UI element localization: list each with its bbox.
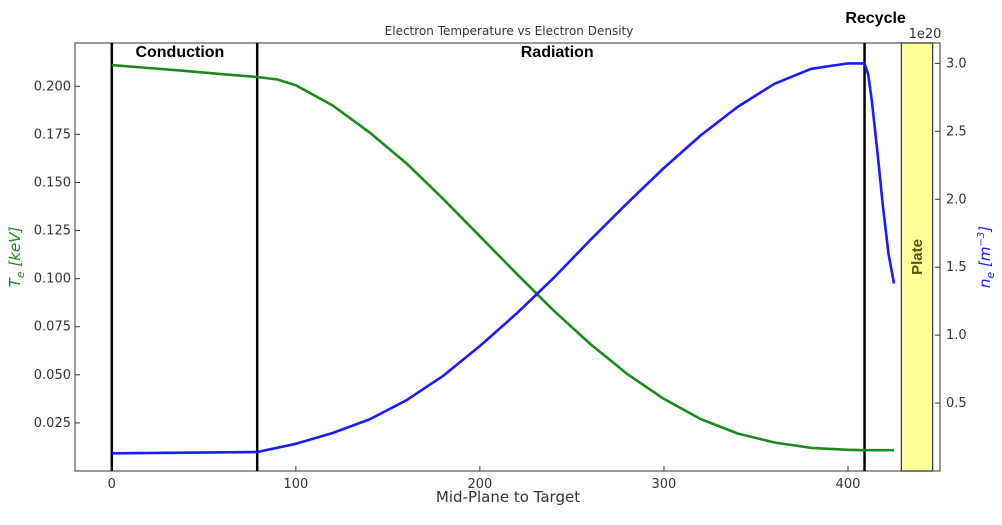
y-right-axis-title: ne [m−3]: [976, 226, 997, 288]
y-left-axis-title: Te [keV]: [6, 227, 27, 288]
region-label-conduction: Conduction: [135, 44, 224, 61]
y-left-tick-label: 0.200: [34, 79, 71, 94]
y-left-tick-label: 0.175: [34, 127, 71, 142]
y-axis-right: 0.5 1.0 1.5 2.0 2.5 3.0: [935, 56, 967, 411]
x-tick-label: 200: [467, 477, 492, 492]
y-left-label-unit: [keV]: [6, 227, 24, 267]
region-dividers: [110, 43, 866, 471]
series-te-line: [111, 63, 894, 452]
plot-area: [74, 42, 941, 472]
y-left-tick-label: 0.125: [34, 224, 71, 239]
region-label-recycle: Recycle: [845, 10, 906, 27]
y-right-offset-text: 1e20: [909, 27, 942, 42]
y-right-tick-label: 3.0: [946, 56, 967, 71]
region-label-radiation: Radiation: [521, 44, 594, 61]
plate: Plate: [900, 42, 934, 472]
plate-rect: [900, 42, 934, 472]
y-right-tick-label: 1.0: [946, 328, 967, 343]
y-right-tick-label: 0.5: [946, 396, 967, 411]
y-right-label-unit-close: ]: [976, 226, 994, 233]
x-axis-title: Mid-Plane to Target: [436, 488, 580, 506]
y-left-tick-label: 0.100: [34, 272, 71, 287]
y-right-tick-label: 2.5: [946, 124, 967, 139]
plate-label: Plate: [909, 239, 926, 275]
region-labels: Conduction Radiation Recycle: [135, 10, 905, 61]
y-left-tick-label: 0.075: [34, 320, 71, 335]
series-ne-line: [111, 62, 896, 455]
x-tick-label: 0: [108, 477, 116, 492]
y-left-label-base: T: [6, 276, 24, 287]
plot-frame: [74, 42, 941, 472]
y-right-label-sub: e: [984, 272, 997, 279]
y-right-tick-label: 1.5: [946, 260, 967, 275]
y-left-label-sub: e: [14, 271, 27, 278]
x-tick-label: 100: [283, 477, 308, 492]
chart-title: Electron Temperature vs Electron Density: [385, 24, 634, 38]
y-right-label-base: n: [976, 279, 994, 289]
y-right-tick-label: 2.0: [946, 192, 967, 207]
x-tick-label: 400: [836, 477, 861, 492]
y-left-tick-label: 0.050: [34, 368, 71, 383]
y-right-label-sup: −3: [976, 232, 987, 247]
x-axis: 0 100 200 300 400: [108, 466, 861, 492]
y-axis-left: 0.025 0.050 0.075 0.100 0.125 0.150 0.175 0.200: [34, 79, 80, 431]
y-left-tick-label: 0.025: [34, 416, 71, 431]
y-right-label-unit-open: [m: [976, 247, 994, 267]
y-left-tick-label: 0.150: [34, 175, 71, 190]
series-lines: [111, 62, 896, 455]
x-tick-label: 300: [652, 477, 677, 492]
